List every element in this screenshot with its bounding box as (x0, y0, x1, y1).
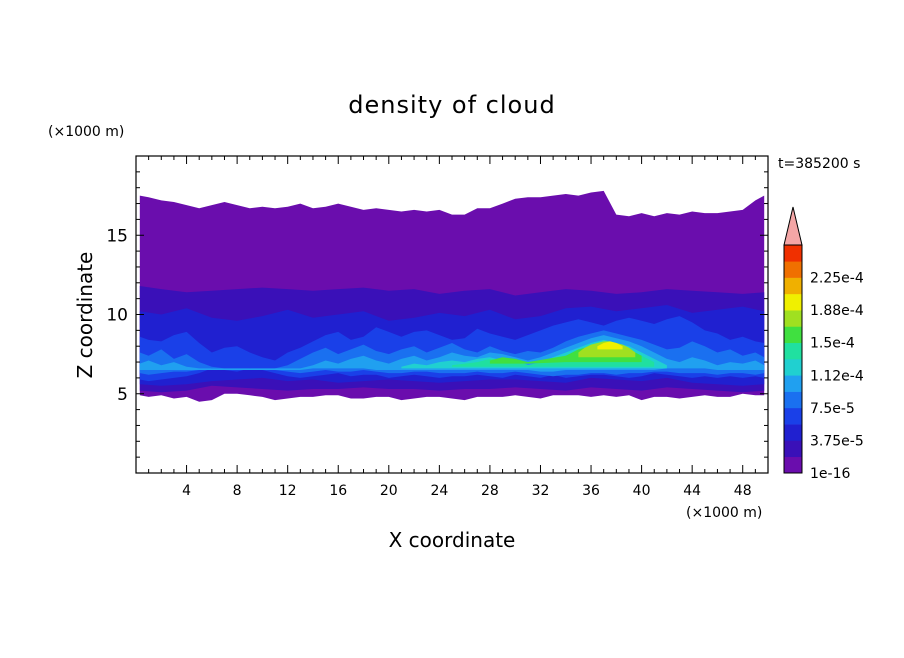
colorbar-label: 2.25e-4 (810, 271, 864, 287)
x-tick-label: 8 (233, 483, 242, 499)
colorbar-swatch (784, 407, 802, 425)
colorbar-label: 1.88e-4 (810, 303, 864, 319)
y-tick-label: 5 (117, 385, 128, 405)
x-tick-label: 16 (329, 483, 347, 499)
colorbar-label: 1.5e-4 (810, 336, 855, 352)
colorbar-swatch (784, 261, 802, 278)
y-tick-label: 15 (106, 226, 128, 246)
time-label: t=385200 s (778, 156, 860, 172)
colorbar-swatch (784, 342, 802, 360)
colorbar-swatch (784, 424, 802, 441)
chart-title: density of cloud (348, 91, 555, 119)
colorbar-label: 1e-16 (810, 466, 850, 482)
colorbar-swatch (784, 293, 802, 311)
x-tick-label: 28 (481, 483, 499, 499)
colorbar-swatch (784, 277, 802, 295)
colorbar-label: 3.75e-5 (810, 433, 864, 449)
colorbar-swatch (784, 359, 802, 376)
y-tick-label: 10 (106, 306, 128, 326)
x-tick-label: 32 (532, 483, 550, 499)
colorbar-swatch (784, 440, 802, 458)
contour-level-10 (597, 341, 623, 350)
x-tick-label: 40 (633, 483, 651, 499)
x-axis-label: X coordinate (389, 528, 516, 552)
contour-fill-group (139, 190, 765, 402)
x-axis-ticks: 4 8 12 16 20 24 28 32 36 40 44 48 (148, 156, 756, 499)
x-tick-label: 24 (430, 483, 448, 499)
x-axis-unit: (×1000 m) (686, 505, 762, 521)
colorbar-swatch (784, 326, 802, 344)
colorbar: 1e-16 3.75e-5 7.5e-5 1.12e-4 1.5e-4 1.88e-4 2.… (783, 206, 864, 482)
colorbar-swatch (784, 310, 802, 327)
x-tick-label: 4 (182, 483, 191, 499)
colorbar-swatch (784, 391, 802, 409)
colorbar-swatch (784, 456, 802, 474)
x-tick-label: 20 (380, 483, 398, 499)
x-tick-label: 44 (683, 483, 701, 499)
x-tick-label: 36 (582, 483, 600, 499)
y-axis-label: Z coordinate (73, 252, 97, 379)
y-axis-ticks: 5 10 15 (106, 171, 768, 458)
colorbar-swatch (784, 375, 802, 392)
y-axis-unit: (×1000 m) (48, 124, 124, 140)
colorbar-extend-arrow (783, 206, 803, 246)
x-tick-label: 48 (734, 483, 752, 499)
x-tick-label: 12 (279, 483, 297, 499)
colorbar-swatch (784, 245, 802, 262)
colorbar-label: 7.5e-5 (810, 401, 855, 417)
colorbar-frame (783, 244, 803, 474)
colorbar-label: 1.12e-4 (810, 368, 864, 384)
